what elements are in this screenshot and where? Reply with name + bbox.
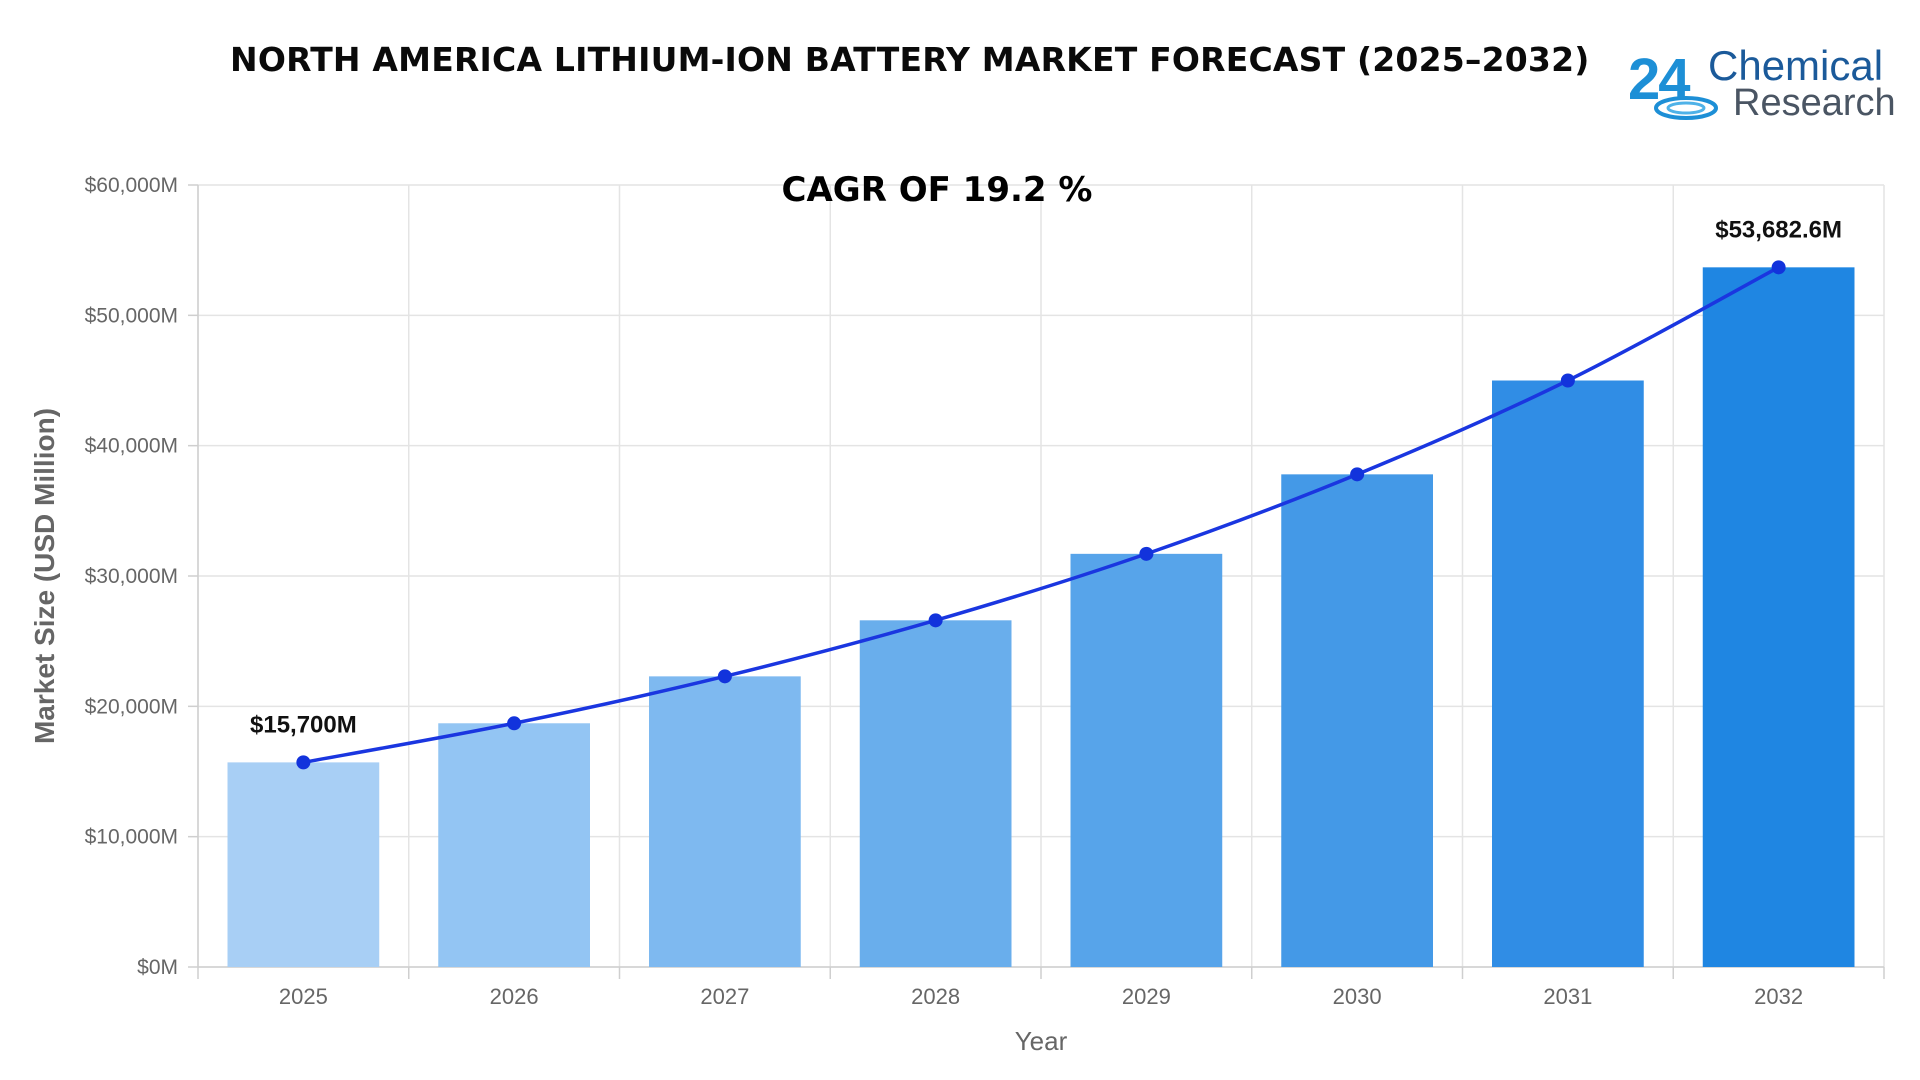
brand-logo: 24 Chemical Research xyxy=(1628,40,1898,125)
chart-labels: $15,700M $53,682.6M CAGR OF 19.2 % Year Mark… xyxy=(29,170,1842,1056)
x-axis-title: Year xyxy=(1015,1026,1068,1056)
x-tick-label: 2025 xyxy=(279,984,328,1009)
y-tick-label: $0M xyxy=(137,956,178,979)
bar-2028 xyxy=(859,620,1012,967)
trend-marker-2030 xyxy=(1350,467,1365,482)
trend-marker-2029 xyxy=(1139,546,1154,561)
chart-title: NORTH AMERICA LITHIUM-ION BATTERY MARKET… xyxy=(230,40,1590,79)
bar-2029 xyxy=(1070,553,1223,967)
bar-2027 xyxy=(649,676,801,967)
data-label-2025: $15,700M xyxy=(250,711,357,738)
trend-marker-2028 xyxy=(928,613,943,628)
y-tick-label: $10,000M xyxy=(85,826,178,849)
trend-line xyxy=(303,265,1780,765)
y-tick-label: $60,000M xyxy=(85,174,178,197)
x-tick-label: 2030 xyxy=(1333,984,1382,1009)
y-tick-label: $50,000M xyxy=(85,304,178,327)
trend-marker-2027 xyxy=(717,669,732,684)
x-tick-label: 2026 xyxy=(490,984,539,1009)
logo-swoosh-icon xyxy=(1654,96,1718,120)
logo-text-research: Research xyxy=(1733,82,1896,124)
y-tick-label: $20,000M xyxy=(85,695,178,718)
trend-marker-2025 xyxy=(296,755,311,770)
trend-marker-2031 xyxy=(1560,373,1575,388)
y-axis-title: Market Size (USD Million) xyxy=(29,408,60,744)
bar-2031 xyxy=(1492,380,1644,967)
trend-marker-2026 xyxy=(507,716,522,731)
bar-series xyxy=(227,267,1855,967)
y-tick-label: $30,000M xyxy=(85,565,178,588)
trend-line-series xyxy=(296,260,1786,770)
data-label-2032: $53,682.6M xyxy=(1715,216,1842,243)
x-tick-label: 2031 xyxy=(1543,984,1592,1009)
y-tick-label: $40,000M xyxy=(85,435,178,458)
x-tick-label: 2028 xyxy=(911,984,960,1009)
x-tick-label: 2032 xyxy=(1754,984,1803,1009)
x-tick-label: 2029 xyxy=(1122,984,1171,1009)
bar-2030 xyxy=(1281,474,1433,967)
bar-2026 xyxy=(438,723,590,967)
bar-2032 xyxy=(1702,267,1855,967)
logo-text-chemical: Chemical xyxy=(1708,42,1884,89)
cagr-annotation: CAGR OF 19.2 % xyxy=(782,170,1093,210)
trend-marker-2032 xyxy=(1771,260,1786,275)
x-tick-label: 2027 xyxy=(700,984,749,1009)
bar-2025 xyxy=(227,762,380,967)
